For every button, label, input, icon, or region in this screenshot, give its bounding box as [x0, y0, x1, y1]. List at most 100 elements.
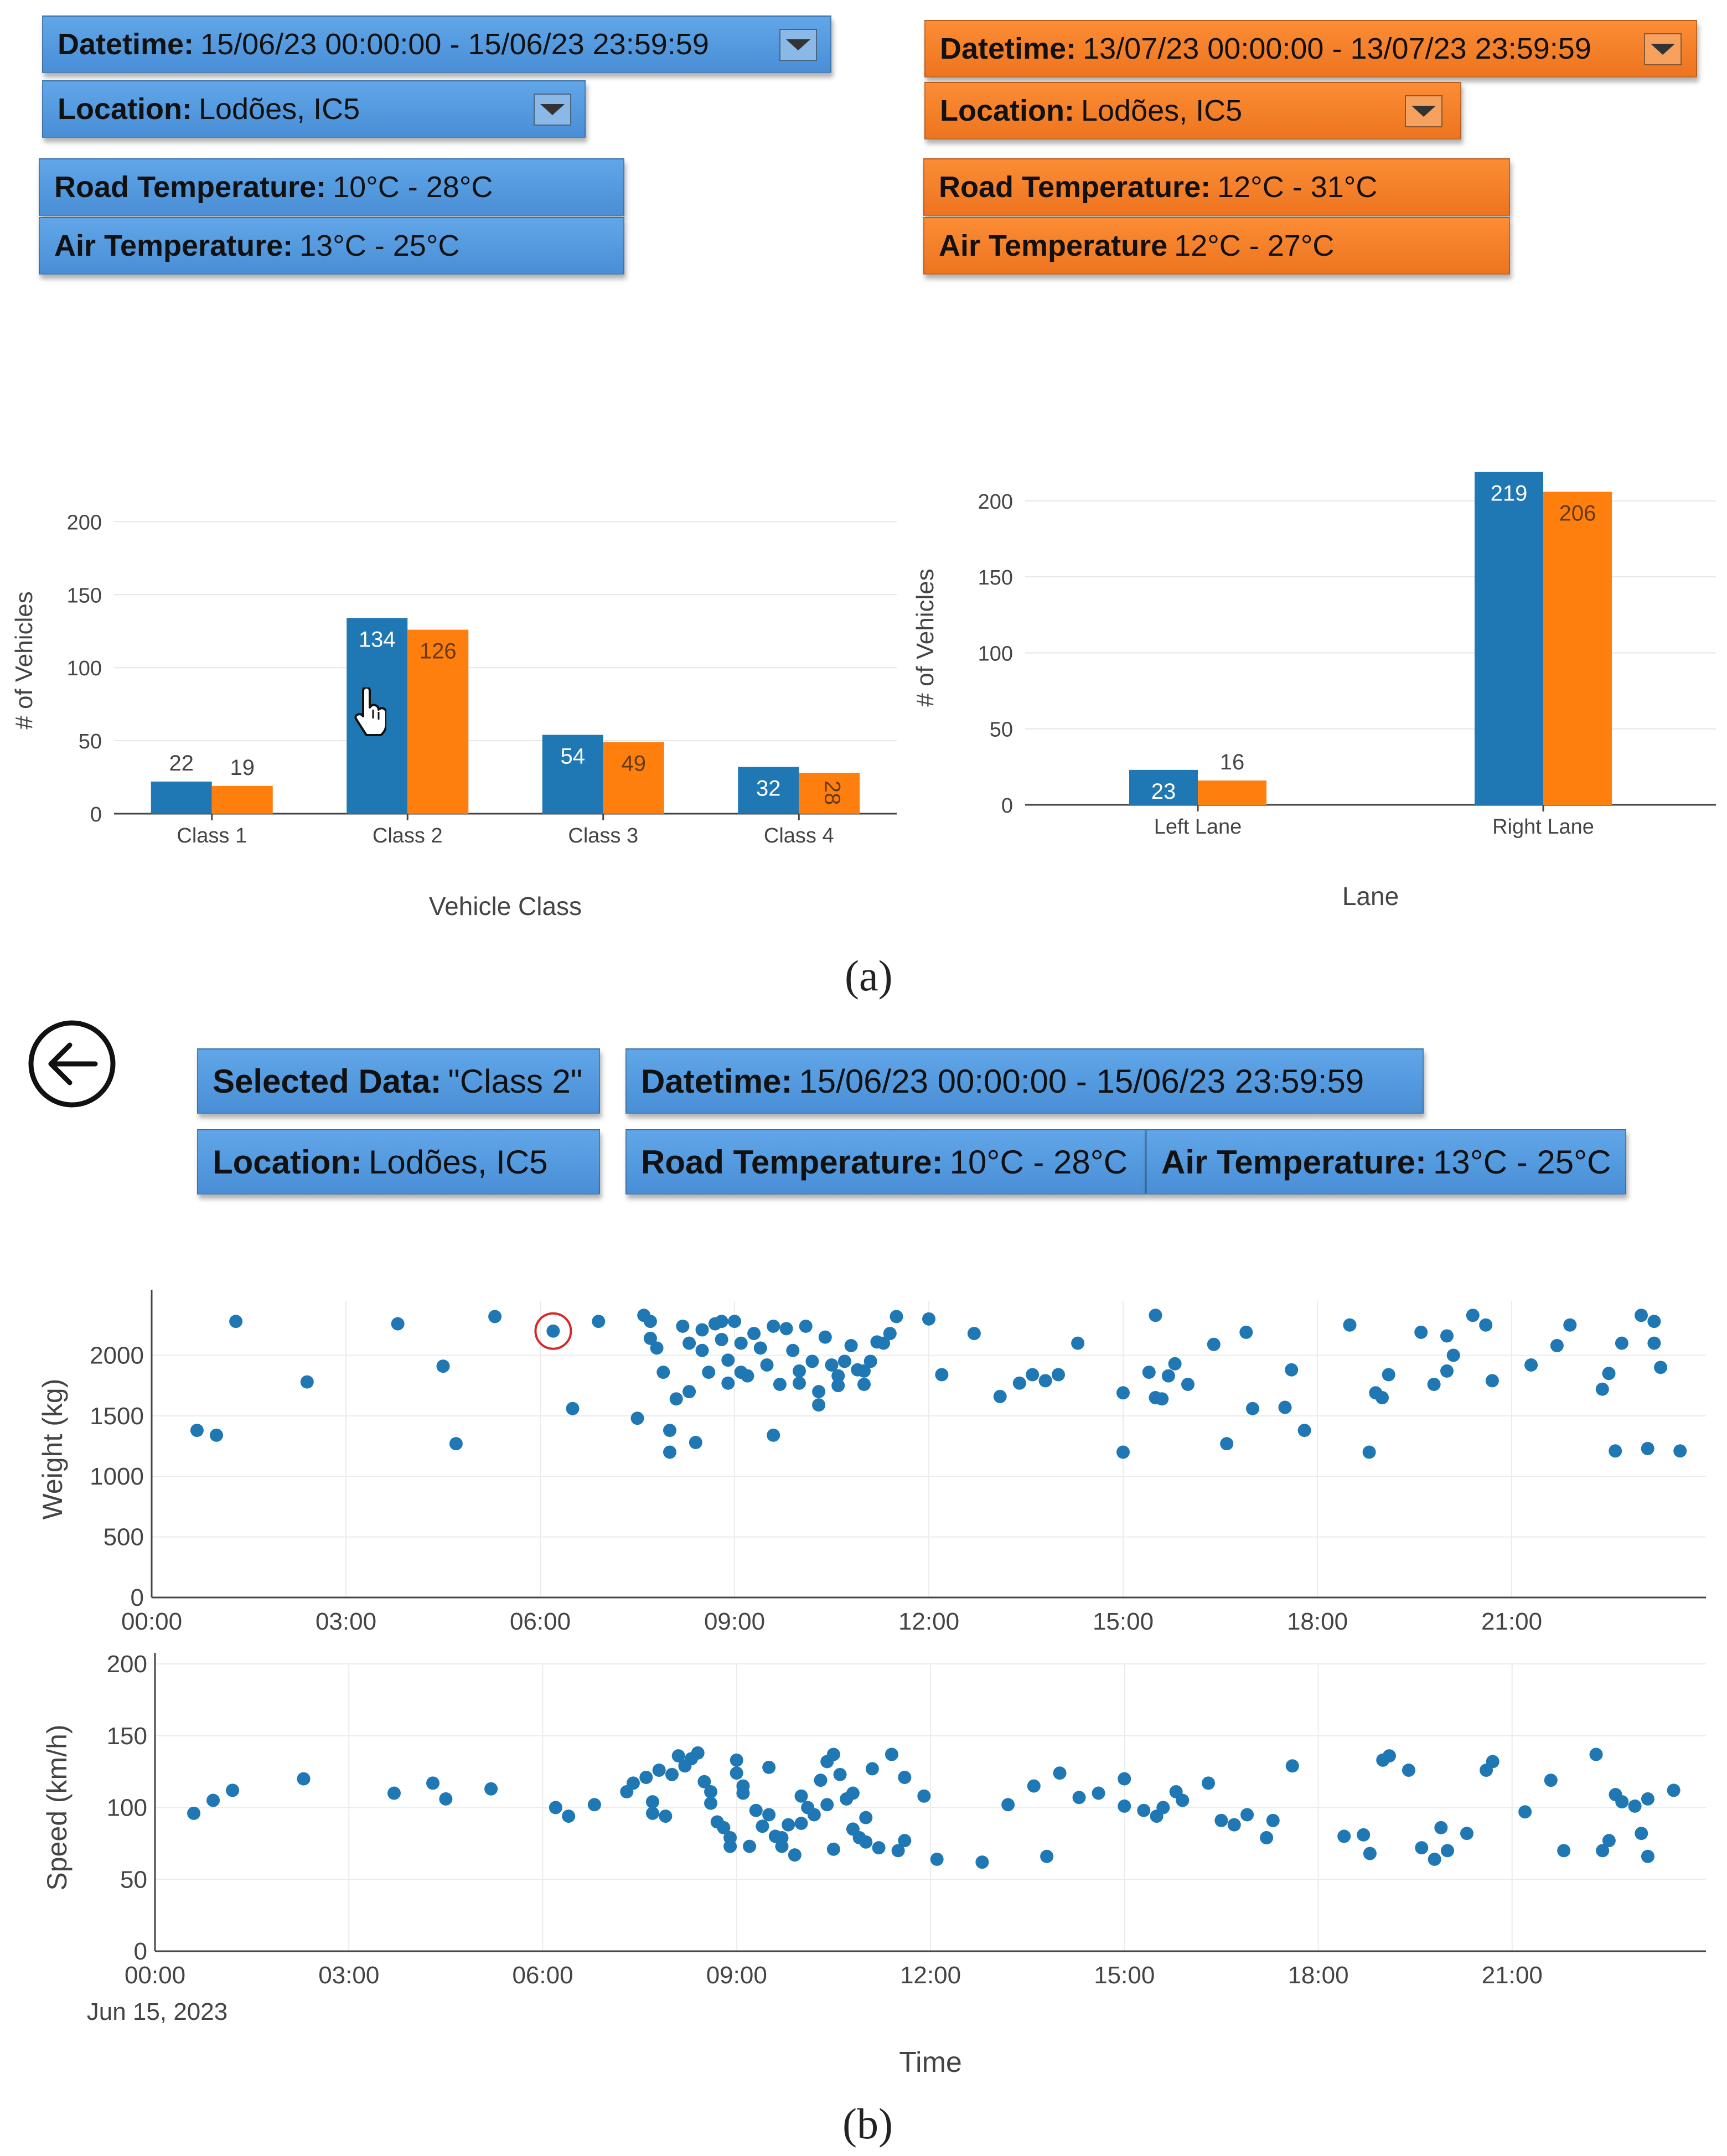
data-point — [859, 1835, 873, 1849]
data-point — [587, 1798, 601, 1812]
panel-a-caption: (a) — [845, 952, 893, 1000]
data-point — [812, 1385, 826, 1399]
data-point — [210, 1428, 223, 1442]
data-point — [682, 1385, 696, 1399]
data-point — [1072, 1791, 1086, 1805]
data-point — [917, 1789, 931, 1803]
bar-value-label: 22 — [169, 751, 194, 775]
data-point — [643, 1315, 657, 1328]
bar-value-label: 23 — [1151, 779, 1176, 804]
data-point — [1071, 1336, 1085, 1350]
x-tick-label: 09:00 — [706, 1962, 767, 1989]
data-point — [300, 1375, 314, 1389]
location-dropdown-button[interactable] — [1405, 95, 1442, 127]
data-point — [844, 1338, 858, 1352]
air-temperature-filter-right[interactable]: Air Temperature 12°C - 27°C — [923, 217, 1510, 275]
bar-series-b — [1543, 492, 1612, 805]
location-filter-right[interactable]: Location: Lodões, IC5 — [924, 82, 1461, 139]
y-tick-label: 150 — [978, 566, 1013, 590]
data-point — [775, 1839, 789, 1853]
datetime-dropdown-button[interactable] — [1644, 33, 1682, 65]
data-point — [743, 1839, 757, 1853]
bar-value-label: 16 — [1220, 750, 1245, 774]
data-point — [1038, 1374, 1052, 1388]
location-badge: Location: Lodões, IC5 — [197, 1129, 600, 1195]
x-axis-title: Lane — [1342, 882, 1399, 911]
data-point — [730, 1753, 743, 1767]
data-point — [1026, 1368, 1040, 1382]
data-point — [1227, 1818, 1241, 1832]
x-tick-label: 21:00 — [1481, 1608, 1542, 1635]
datetime-value: 15/06/23 00:00:00 - 15/06/23 23:59:59 — [799, 1062, 1364, 1100]
data-point — [488, 1310, 502, 1323]
data-point — [1266, 1813, 1280, 1827]
data-point — [387, 1786, 401, 1800]
road-temperature-filter-right[interactable]: Road Temperature: 12°C - 31°C — [923, 158, 1510, 216]
y-axis-title: # of Vehicles — [11, 591, 38, 730]
datetime-dropdown-button[interactable] — [779, 29, 817, 61]
panel-b-caption: (b) — [842, 2100, 893, 2148]
data-point — [436, 1359, 450, 1373]
data-point — [187, 1806, 201, 1820]
back-button[interactable] — [28, 1020, 116, 1108]
bar-value-label: 49 — [622, 752, 647, 776]
x-tick-label: 15:00 — [1093, 1608, 1154, 1635]
location-value: Lodões, IC5 — [198, 92, 360, 126]
datetime-badge: Datetime: 15/06/23 00:00:00 - 15/06/23 2… — [625, 1048, 1424, 1114]
data-point — [439, 1792, 453, 1806]
data-point — [807, 1808, 821, 1822]
x-tick-label: Class 1 — [177, 824, 247, 847]
y-tick-label: 0 — [90, 803, 102, 826]
data-point — [190, 1424, 204, 1438]
air-temperature-value: 12°C - 27°C — [1174, 229, 1335, 262]
data-point — [833, 1767, 847, 1781]
location-filter-left[interactable]: Location: Lodões, IC5 — [42, 80, 586, 138]
data-point — [846, 1786, 860, 1800]
speed-scatter-chart: 00:00 03:00 06:00 09:00 12:00 15:00 18:00 21:00… — [42, 1651, 1706, 2079]
data-point — [1116, 1445, 1130, 1459]
data-point — [837, 1354, 851, 1368]
data-point — [1544, 1774, 1558, 1787]
data-point — [1161, 1369, 1175, 1383]
data-point — [794, 1789, 808, 1803]
road-temperature-filter-left[interactable]: Road Temperature: 10°C - 28°C — [39, 158, 624, 216]
y-tick-label: 50 — [120, 1866, 147, 1893]
location-label: Location: — [940, 94, 1074, 127]
data-point — [865, 1762, 879, 1776]
air-temperature-filter-left[interactable]: Air Temperature: 13°C - 25°C — [39, 217, 624, 275]
data-point — [898, 1834, 912, 1848]
data-point — [767, 1428, 780, 1442]
data-point — [663, 1445, 676, 1459]
air-temperature-badge: Air Temperature: 13°C - 25°C — [1146, 1129, 1626, 1195]
y-tick-label: 500 — [104, 1524, 144, 1551]
data-point — [1155, 1392, 1169, 1406]
data-point — [767, 1319, 780, 1333]
data-point — [786, 1343, 800, 1357]
data-point — [1376, 1391, 1389, 1405]
data-point — [1628, 1799, 1642, 1813]
data-point — [1466, 1309, 1480, 1322]
air-temperature-label: Air Temperature — [939, 229, 1168, 262]
data-point — [1673, 1444, 1687, 1458]
data-point — [812, 1398, 826, 1412]
datetime-filter-left[interactable]: Datetime: 15/06/23 00:00:00 - 15/06/23 2… — [42, 15, 831, 73]
data-point — [645, 1806, 659, 1820]
data-point — [820, 1798, 834, 1812]
data-point — [1518, 1805, 1532, 1819]
y-tick-label: 0 — [131, 1584, 144, 1611]
data-point — [891, 1844, 905, 1858]
data-point — [831, 1369, 845, 1383]
data-point — [1667, 1783, 1681, 1797]
bar-series-a — [1129, 769, 1198, 805]
bar-value-label: 219 — [1491, 482, 1528, 506]
data-point — [1343, 1318, 1357, 1332]
location-dropdown-button[interactable] — [534, 94, 571, 126]
data-point — [645, 1795, 659, 1809]
x-tick-label: 21:00 — [1482, 1962, 1543, 1989]
datetime-filter-right[interactable]: Datetime: 13/07/23 00:00:00 - 13/07/23 2… — [924, 20, 1697, 77]
data-point — [818, 1330, 832, 1344]
data-point — [967, 1327, 981, 1341]
data-point — [779, 1322, 793, 1336]
y-tick-label: 200 — [107, 1651, 147, 1678]
data-point — [1427, 1377, 1441, 1391]
